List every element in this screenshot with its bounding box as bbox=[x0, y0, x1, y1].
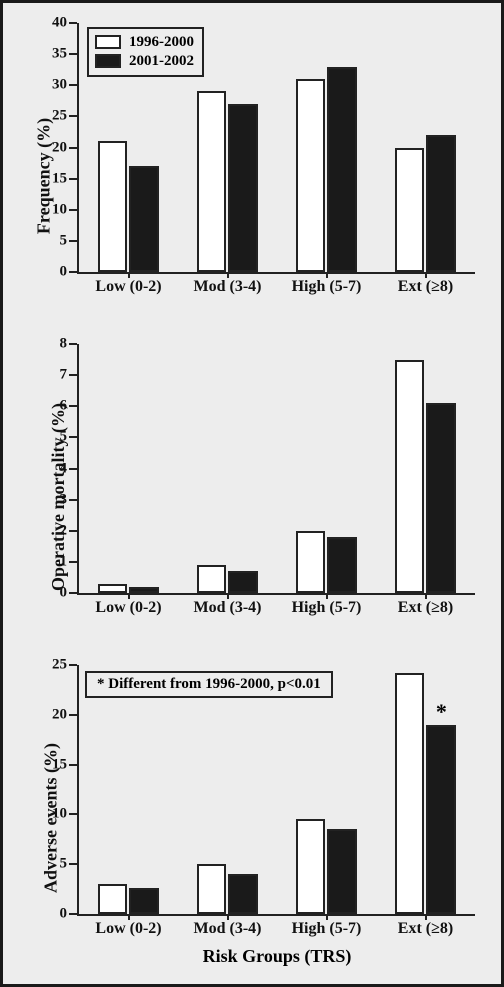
legend-label-1: 1996-2000 bbox=[129, 33, 194, 52]
xtick-label: Low (0-2) bbox=[95, 593, 161, 617]
legend-label-2: 2001-2002 bbox=[129, 52, 194, 71]
bar bbox=[129, 166, 159, 272]
bar bbox=[327, 829, 357, 914]
xtick-label: Mod (3-4) bbox=[194, 593, 262, 617]
bar bbox=[395, 360, 425, 593]
ytick-label: 6 bbox=[60, 398, 80, 415]
legend-row-2: 2001-2002 bbox=[95, 52, 194, 71]
x-axis-title: Risk Groups (TRS) bbox=[79, 914, 475, 967]
bar bbox=[98, 884, 128, 914]
ytick-label: 3 bbox=[60, 491, 80, 508]
xtick-label: Ext (≥8) bbox=[398, 593, 453, 617]
plot-frame-adverse: 0510152025Low (0-2)Mod (3-4)High (5-7)Ex… bbox=[77, 665, 475, 916]
bar bbox=[228, 104, 258, 272]
bar bbox=[395, 673, 425, 914]
xtick-label: Ext (≥8) bbox=[398, 272, 453, 296]
ytick-label: 5 bbox=[60, 429, 80, 446]
ytick-label: 1 bbox=[60, 553, 80, 570]
plot-frame-frequency: 0510152025303540Low (0-2)Mod (3-4)High (… bbox=[77, 23, 475, 274]
ytick-label: 40 bbox=[52, 15, 79, 32]
ytick-label: 20 bbox=[52, 139, 79, 156]
ytick-label: 7 bbox=[60, 367, 80, 384]
ytick-label: 4 bbox=[60, 460, 80, 477]
ytick-label: 25 bbox=[52, 108, 79, 125]
panel-adverse: Adverse events (%) 0510152025Low (0-2)Mo… bbox=[13, 659, 491, 976]
ytick-label: 5 bbox=[60, 856, 80, 873]
ytick-label: 30 bbox=[52, 77, 79, 94]
legend-swatch-white bbox=[95, 35, 121, 49]
annotation-significance: * Different from 1996-2000, p<0.01 bbox=[85, 671, 333, 698]
bar bbox=[426, 403, 456, 593]
panel-mortality: Operative mortality (%) 012345678Low (0-… bbox=[13, 338, 491, 655]
ytick-label: 0 bbox=[60, 585, 80, 602]
bar bbox=[98, 141, 128, 272]
bar bbox=[327, 537, 357, 593]
xtick-label: Low (0-2) bbox=[95, 272, 161, 296]
ytick-label: 15 bbox=[52, 756, 79, 773]
bar bbox=[228, 874, 258, 914]
xtick-label: High (5-7) bbox=[292, 593, 362, 617]
ytick-label: 5 bbox=[60, 232, 80, 249]
plot-frame-mortality: 012345678Low (0-2)Mod (3-4)High (5-7)Ext… bbox=[77, 344, 475, 595]
bar bbox=[197, 864, 227, 914]
ytick-label: 25 bbox=[52, 657, 79, 674]
bar bbox=[426, 135, 456, 272]
significance-star: * bbox=[436, 699, 447, 725]
ytick-label: 35 bbox=[52, 46, 79, 63]
figure-page: Frequency (%) 0510152025303540Low (0-2)M… bbox=[0, 0, 504, 987]
ytick-label: 8 bbox=[60, 336, 80, 353]
bar bbox=[129, 888, 159, 914]
xtick-label: Mod (3-4) bbox=[194, 272, 262, 296]
bar bbox=[395, 148, 425, 273]
xtick-label: High (5-7) bbox=[292, 272, 362, 296]
ytick-label: 10 bbox=[52, 201, 79, 218]
bar bbox=[296, 79, 326, 272]
ytick-label: 10 bbox=[52, 806, 79, 823]
legend-row-1: 1996-2000 bbox=[95, 33, 194, 52]
bar bbox=[296, 531, 326, 593]
ytick-label: 2 bbox=[60, 522, 80, 539]
ytick-label: 0 bbox=[60, 264, 80, 281]
bar bbox=[327, 67, 357, 272]
legend: 1996-2000 2001-2002 bbox=[87, 27, 204, 77]
ytick-label: 15 bbox=[52, 170, 79, 187]
bar bbox=[197, 565, 227, 593]
bar bbox=[296, 819, 326, 914]
ytick-label: 20 bbox=[52, 706, 79, 723]
bar bbox=[228, 571, 258, 593]
ytick-label: 0 bbox=[60, 906, 80, 923]
bar bbox=[98, 584, 128, 593]
bar bbox=[197, 91, 227, 272]
bar bbox=[426, 725, 456, 914]
legend-swatch-black bbox=[95, 54, 121, 68]
panel-frequency: Frequency (%) 0510152025303540Low (0-2)M… bbox=[13, 17, 491, 334]
